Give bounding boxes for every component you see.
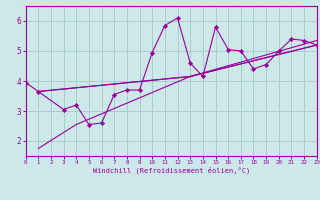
X-axis label: Windchill (Refroidissement éolien,°C): Windchill (Refroidissement éolien,°C)	[92, 167, 250, 174]
